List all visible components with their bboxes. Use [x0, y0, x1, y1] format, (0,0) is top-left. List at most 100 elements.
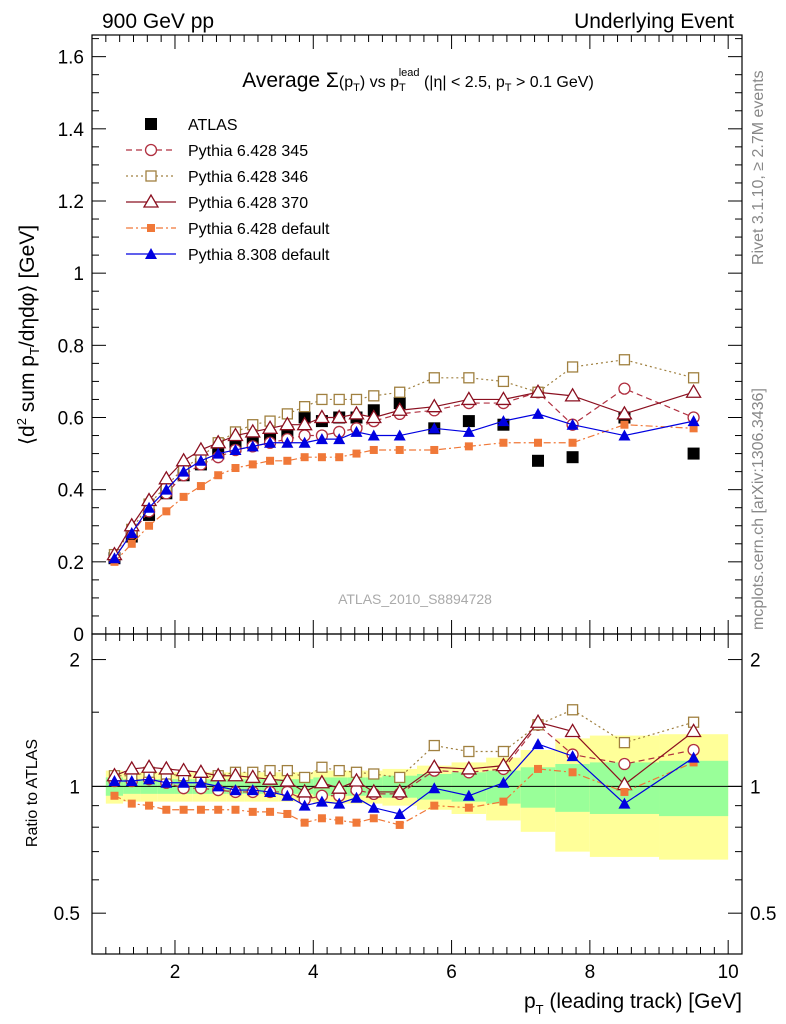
- ratio-bands: [105, 734, 729, 860]
- ratio-point: [283, 809, 292, 818]
- ratio-point: [214, 805, 223, 814]
- ratio-point: [140, 758, 158, 773]
- data-point: [196, 482, 205, 491]
- x-tick-label: 2: [170, 962, 181, 983]
- data-point: [532, 407, 545, 419]
- ratio-point: [685, 723, 702, 738]
- ratio-y-ticks: 0.5 0.5 1 1 2 2: [54, 651, 777, 926]
- data-point: [231, 464, 240, 473]
- ratio-series-pythia-8-308-default: [108, 738, 700, 819]
- data-point: [463, 372, 475, 384]
- data-point: [246, 440, 259, 452]
- ratio-point: [532, 738, 545, 750]
- main-y-tick-label: 1: [73, 264, 84, 285]
- data-point: [497, 415, 510, 427]
- ratio-point: [244, 769, 261, 784]
- ratio-point: [229, 784, 242, 796]
- ratio-point: [564, 723, 581, 738]
- ratio-point: [394, 771, 406, 784]
- ratio-point: [335, 816, 344, 825]
- legend-marker: [147, 224, 155, 232]
- main-y-tick-label: 1.2: [58, 192, 84, 213]
- ratio-point: [196, 805, 205, 814]
- data-point: [462, 415, 475, 428]
- main-y-tick-label: 0.2: [58, 553, 84, 574]
- ratio-point: [227, 767, 244, 782]
- data-point: [689, 424, 698, 433]
- x-axis-label: pT (leading track) [GeV]: [524, 990, 742, 1017]
- data-point: [564, 387, 581, 402]
- data-point: [266, 456, 275, 465]
- ratio-y-tick-label: 2: [69, 651, 80, 672]
- series-pythia-6-428-370: [106, 383, 702, 561]
- ratio-point: [317, 814, 326, 823]
- ratio-point: [125, 774, 138, 786]
- legend-label: Pythia 6.428 345: [188, 143, 308, 160]
- ratio-point: [231, 805, 240, 814]
- main-title: Average Σ(pT) vs pTlead (|η| < 2.5, pT >…: [242, 67, 594, 94]
- data-point: [315, 433, 328, 445]
- data-point: [160, 483, 173, 495]
- data-point: [618, 354, 631, 366]
- legend-entry: Pythia 6.428 345: [126, 143, 308, 160]
- ratio-point: [428, 782, 441, 794]
- ratio-series-line: [114, 723, 694, 801]
- ratio-series-line: [114, 761, 694, 826]
- data-point: [296, 416, 313, 431]
- ratio-point: [279, 772, 296, 787]
- ratio-y-tick-label-right: 1: [750, 777, 761, 798]
- data-point: [428, 372, 440, 384]
- ratio-point: [246, 784, 259, 796]
- data-point: [687, 372, 700, 384]
- data-point: [464, 442, 473, 451]
- ratio-point: [108, 774, 121, 786]
- legend-entry: Pythia 6.428 default: [126, 221, 330, 238]
- data-point: [534, 438, 543, 447]
- ratio-point: [369, 814, 378, 823]
- legend-marker: [144, 143, 158, 157]
- ratio-point: [175, 762, 192, 777]
- header-left: 900 GeV pp: [102, 10, 214, 33]
- ratio-point: [367, 801, 380, 813]
- ratio-point: [212, 780, 225, 792]
- ratio-point: [391, 783, 408, 798]
- legend-entry: Pythia 6.428 346: [126, 169, 308, 186]
- ratio-point: [162, 805, 171, 814]
- data-point: [618, 382, 631, 395]
- ratio-point: [568, 768, 577, 777]
- data-point: [281, 436, 294, 448]
- data-point: [368, 390, 380, 402]
- data-point: [497, 375, 510, 388]
- data-point: [229, 443, 242, 455]
- ratio-point: [177, 776, 190, 788]
- data-point: [391, 401, 408, 416]
- main-y-tick-label: 0: [73, 625, 84, 646]
- ratio-point: [618, 757, 631, 771]
- data-point: [298, 436, 311, 448]
- data-point: [261, 420, 279, 434]
- legend-label: Pythia 6.428 346: [188, 169, 308, 186]
- data-point: [283, 456, 292, 465]
- data-point: [300, 453, 309, 462]
- series-pythia-6-428-default: [110, 420, 698, 566]
- mcplots-label: mcplots.cern.ch [arXiv:1306.3436]: [750, 388, 767, 630]
- data-point: [244, 423, 261, 438]
- data-point: [618, 429, 631, 441]
- ratio-point: [143, 773, 156, 785]
- ratio-point: [110, 791, 119, 800]
- ratio-y-tick-label-right: 0.5: [750, 904, 776, 925]
- data-point: [179, 492, 188, 501]
- data-point: [394, 386, 406, 398]
- ratio-point: [460, 760, 477, 775]
- ratio-point: [618, 797, 631, 809]
- ratio-point: [158, 760, 175, 775]
- ratio-point: [620, 787, 629, 796]
- main-y-tick-label: 0.4: [58, 481, 85, 502]
- ratio-y-tick-label: 1: [69, 777, 80, 798]
- series-atlas: [108, 397, 700, 565]
- ratio-point: [393, 807, 406, 819]
- header-right: Underlying Event: [574, 10, 734, 33]
- data-point: [108, 552, 121, 564]
- legend-label: ATLAS: [188, 117, 238, 134]
